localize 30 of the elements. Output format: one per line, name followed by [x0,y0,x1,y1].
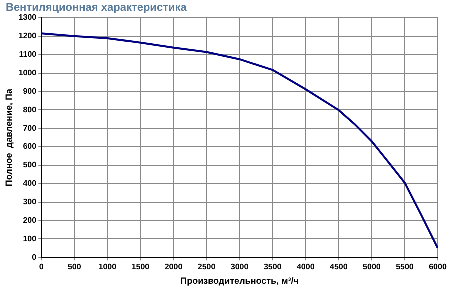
x-axis-title: Производительность, м³/ч [180,276,299,286]
x-tick-label: 0 [39,262,44,272]
y-tick-label: 1300 [18,13,38,22]
x-tick-label: 4500 [330,262,348,272]
y-tick-label: 0 [32,252,38,262]
y-tick-label: 1000 [18,68,38,78]
y-tick-label: 600 [23,142,38,152]
y-tick-label: 500 [23,160,38,170]
y-tick-label: 700 [23,124,38,133]
y-axis-title: Полное давление, Па [4,88,14,187]
y-tick-label: 800 [23,105,38,114]
x-tick-label: 4000 [296,262,316,272]
x-tick-label: 2500 [198,262,216,272]
y-tick-label: 200 [23,216,38,225]
y-tick-label: 100 [23,234,38,244]
y-tick-label: 900 [23,86,38,96]
x-tick-label: 1000 [98,262,118,272]
x-tick-label: 500 [68,262,82,272]
x-tick-label: 1500 [132,262,150,272]
x-tick-label: 3500 [264,262,282,272]
y-tick-label: 300 [23,198,38,207]
x-tick-label: 6000 [429,262,448,272]
x-tick-label: 2000 [164,262,184,272]
chart-title: Вентиляционная характеристика [6,2,187,14]
x-tick-label: 3000 [230,262,250,272]
y-tick-label: 1200 [18,32,38,41]
y-tick-label: 400 [23,179,38,188]
x-tick-label: 5000 [363,262,382,272]
y-tick-label: 1100 [19,50,38,60]
x-tick-label: 5500 [396,262,414,272]
